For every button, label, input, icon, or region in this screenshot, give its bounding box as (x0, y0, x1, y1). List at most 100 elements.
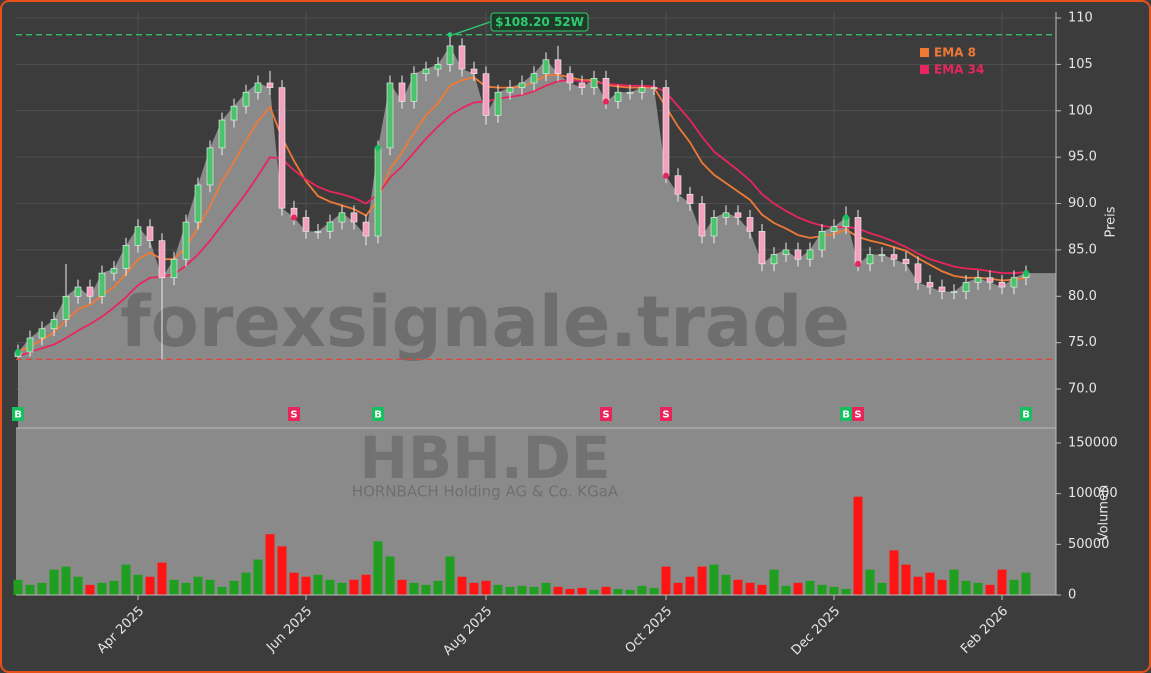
candle-body (1010, 277, 1018, 288)
y-tick-label: 100 (1068, 103, 1093, 118)
candle-body (530, 73, 538, 84)
candle-body (362, 221, 370, 237)
volume-bar (385, 556, 395, 595)
signal-label: S (602, 410, 609, 421)
candle-body (986, 277, 994, 283)
volume-bar (337, 582, 347, 595)
signal-box (1020, 407, 1032, 421)
candle-body (86, 286, 94, 297)
watermark-text: forexsignale.trade (120, 281, 849, 363)
signal-box (600, 407, 612, 421)
candle-body (314, 231, 322, 233)
candle-body (878, 254, 886, 256)
volume-bar (349, 579, 359, 595)
volume-bar (397, 579, 407, 595)
volume-bar (25, 584, 35, 595)
volume-bar (457, 576, 467, 595)
volume-bar (649, 587, 659, 595)
volume-bar (277, 546, 287, 595)
candle-body (686, 193, 694, 204)
signal-dot (291, 214, 297, 221)
volume-bar (913, 576, 923, 595)
volume-bar (301, 576, 311, 595)
volume-bar (589, 589, 599, 595)
volume-bar (205, 579, 215, 595)
volume-bar (373, 541, 383, 595)
candle-body (830, 226, 838, 232)
volume-bar (769, 569, 779, 595)
signal-label: B (374, 410, 382, 421)
candle-body (146, 226, 154, 241)
volume-bar (61, 566, 71, 595)
volume-bar (577, 587, 587, 595)
y-tick-label: 105 (1068, 57, 1093, 72)
signal-label: B (1022, 410, 1030, 421)
candle-body (26, 337, 34, 353)
candle-body (914, 263, 922, 283)
signal-dot (843, 214, 849, 221)
volume-bar (985, 584, 995, 595)
signal-box (372, 407, 384, 421)
volume-bar (1009, 579, 1019, 595)
legend-label: EMA 34 (934, 63, 984, 77)
volume-bar (565, 588, 575, 595)
signal-dot (375, 144, 381, 151)
volume-bar (841, 588, 851, 595)
signal-box (852, 407, 864, 421)
volume-bar (937, 579, 947, 595)
candle-body (74, 286, 82, 297)
volume-bar (229, 580, 239, 595)
signal-label: B (14, 410, 22, 421)
volume-bar (601, 586, 611, 595)
volume-bar (757, 584, 767, 595)
signal-dot (855, 260, 861, 267)
signal-dot (15, 348, 21, 355)
candle-body (806, 249, 814, 260)
volume-tick-label: 150000 (1068, 435, 1118, 450)
volume-tick-label: 50000 (1068, 537, 1109, 552)
annotation-point (447, 32, 453, 38)
volume-bar (169, 579, 179, 595)
candle-body (722, 212, 730, 218)
candle-body (206, 147, 214, 186)
candle-body (902, 258, 910, 265)
candle-body (674, 175, 682, 195)
volume-bar (865, 569, 875, 595)
price-area (18, 45, 1056, 428)
volume-bar (481, 580, 491, 595)
candle-body (698, 203, 706, 237)
volume-bar (433, 580, 443, 595)
y-tick-label: 90.0 (1068, 196, 1097, 211)
y-tick-label: 80.0 (1068, 289, 1097, 304)
candle-body (506, 87, 514, 93)
candle-body (650, 87, 658, 89)
volume-bar (805, 580, 815, 595)
candle-body (422, 68, 430, 74)
y-tick-label: 110 (1068, 11, 1093, 26)
signal-label: S (290, 410, 297, 421)
candle-body (326, 221, 334, 232)
candle-body (554, 59, 562, 74)
signal-label: S (854, 410, 861, 421)
candle-body (974, 277, 982, 283)
symbol-text: HBH.DE (359, 424, 610, 492)
annotation-box (490, 12, 589, 32)
y-tick-label: 75.0 (1068, 335, 1097, 350)
volume-bar (553, 586, 563, 595)
company-text: HORNBACH Holding AG & Co. KGaA (352, 483, 619, 501)
candle-body (170, 258, 178, 279)
volume-bar (181, 582, 191, 595)
volume-bar (733, 579, 743, 595)
volume-tick-label: 0 (1068, 588, 1076, 603)
candle-body (590, 78, 598, 88)
volume-bar (709, 564, 719, 595)
candle-body (254, 82, 262, 93)
volume-bar (877, 582, 887, 595)
candle-body (230, 105, 238, 121)
candle-body (458, 45, 466, 70)
candle-body (62, 295, 70, 320)
candle-body (158, 240, 166, 279)
volume-bar (37, 582, 47, 595)
volume-bar (121, 564, 131, 595)
candle-body (626, 91, 634, 94)
